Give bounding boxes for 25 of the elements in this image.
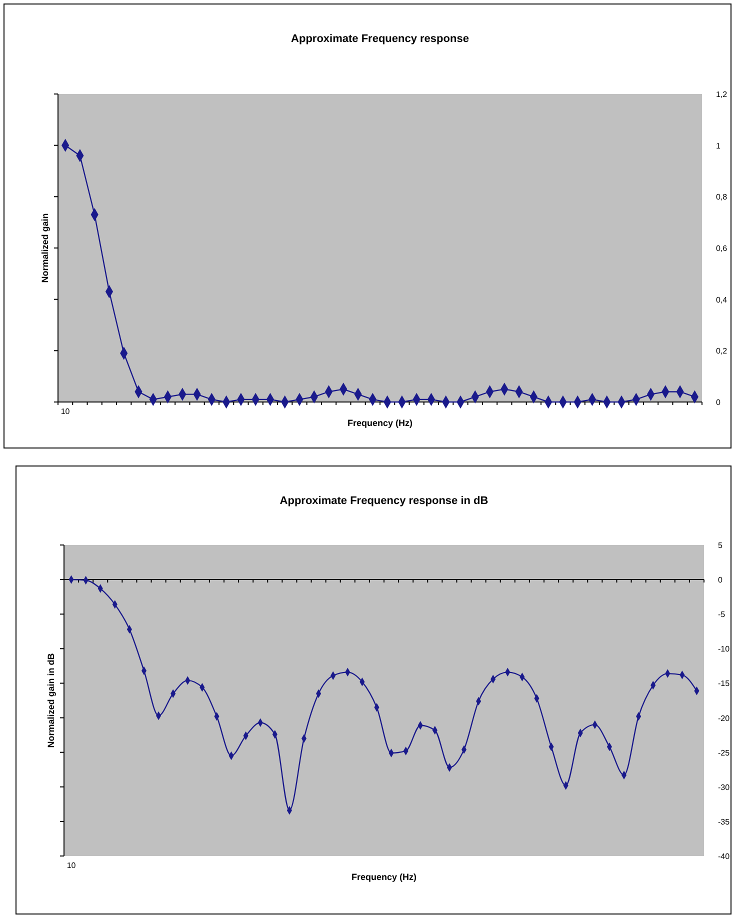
y-tick-label: 5: [718, 541, 723, 550]
chart-title: Approximate Frequency response in dB: [280, 495, 488, 507]
y-tick-label: -15: [718, 679, 730, 688]
y-axis-title: Normalized gain in dB: [46, 652, 56, 748]
y-tick-label: 0: [716, 398, 721, 407]
y-tick-label: -30: [718, 782, 730, 792]
y-tick-label: 0,8: [716, 192, 728, 202]
y-axis-title: Normalized gain: [40, 213, 50, 283]
chart-title: Approximate Frequency response: [291, 33, 469, 45]
x-axis-title: Frequency (Hz): [347, 418, 413, 428]
x-tick-label: 10: [66, 861, 76, 870]
y-tick-label: -25: [718, 748, 730, 758]
x-axis-title: Frequency (Hz): [351, 872, 417, 882]
y-tick-label: 1,2: [716, 90, 728, 99]
y-tick-label: 0,6: [716, 244, 728, 253]
y-tick-label: -40: [718, 852, 730, 861]
x-tick-label: 10: [60, 407, 70, 416]
y-tick-label: -10: [718, 644, 730, 654]
y-tick-label: 1: [716, 141, 721, 150]
y-tick-label: 0,2: [716, 346, 728, 356]
y-tick-label: -5: [718, 610, 726, 620]
y-tick-label: 0,4: [716, 295, 728, 304]
y-tick-label: -35: [718, 817, 730, 826]
y-tick-label: -20: [718, 714, 730, 723]
y-tick-label: 0: [718, 576, 723, 585]
